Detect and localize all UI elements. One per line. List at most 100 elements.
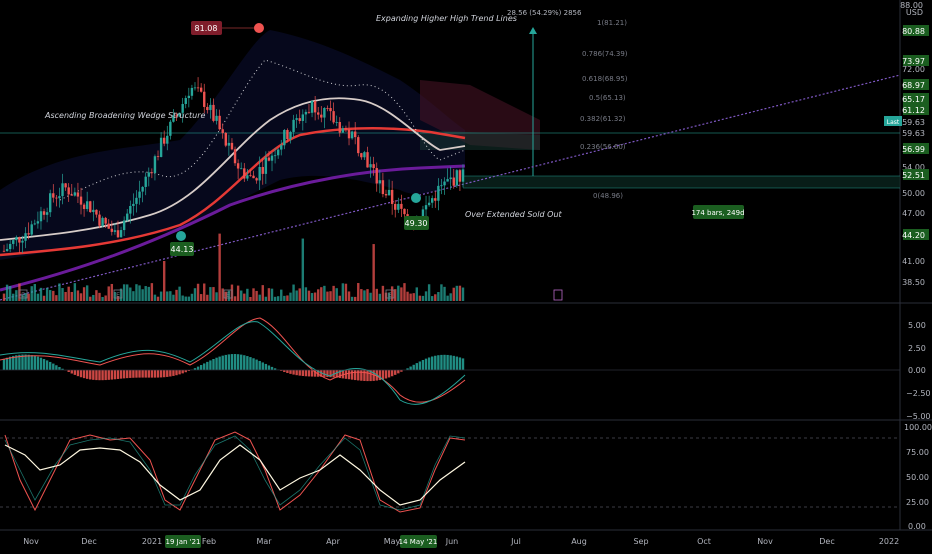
volume-bar — [425, 291, 427, 301]
stoch-tick: 100.00 — [904, 423, 932, 432]
candle — [262, 167, 264, 174]
candle — [46, 212, 48, 215]
macd-histogram-bar — [21, 355, 23, 370]
time-label: 2021 — [142, 537, 162, 546]
volume-bar — [12, 294, 14, 301]
candle — [449, 178, 451, 180]
candle — [218, 116, 220, 129]
macd-histogram-bar — [181, 370, 183, 373]
volume-bar — [403, 283, 405, 301]
candle — [225, 133, 227, 146]
volume-bar — [274, 297, 276, 301]
volume-bar — [181, 296, 183, 301]
price-tick: 41.00 — [902, 257, 925, 266]
candle — [166, 136, 168, 144]
macd-histogram-bar — [148, 370, 150, 378]
wedge-annotation[interactable]: Ascending Broadening Wedge Structure — [44, 111, 206, 120]
macd-histogram-bar — [225, 355, 227, 370]
candle — [18, 237, 20, 242]
macd-histogram-bar — [98, 370, 100, 380]
volume-bar — [317, 289, 319, 301]
macd-histogram-bar — [446, 355, 448, 370]
macd-histogram-bar — [366, 370, 368, 381]
macd-histogram-bar — [397, 370, 399, 373]
volume-bar — [240, 291, 242, 301]
candle — [286, 130, 288, 139]
candle — [188, 96, 190, 98]
sold-out-annotation[interactable]: Over Extended Sold Out — [465, 210, 563, 219]
volume-bar — [345, 284, 347, 301]
price-tick: 50.00 — [902, 189, 925, 198]
price-tick: 44.20 — [902, 231, 925, 240]
candle — [289, 132, 291, 139]
volume-bar — [203, 283, 205, 301]
candle — [80, 197, 82, 205]
macd-histogram-bar — [80, 370, 82, 377]
stoch-tick: 25.00 — [906, 498, 929, 507]
low2-pin-icon — [411, 193, 421, 203]
candle — [268, 158, 270, 161]
volume-bar — [160, 292, 162, 301]
volume-bar — [215, 292, 217, 301]
candle — [252, 176, 254, 178]
volume-bar — [209, 287, 211, 301]
volume-bar — [58, 283, 60, 301]
volume-bar — [308, 291, 310, 301]
price-tick: 72.00 — [902, 65, 925, 74]
volume-bar — [111, 284, 113, 301]
high-label: 81.08 — [195, 24, 218, 33]
candle — [305, 112, 307, 115]
volume-bar — [151, 283, 153, 301]
volume-bar — [163, 261, 165, 301]
volume-bar — [449, 293, 451, 301]
candle — [234, 149, 236, 163]
bars-count-box[interactable]: 174 bars, 249d — [691, 205, 744, 219]
macd-histogram-bar — [160, 370, 162, 377]
volume-bar — [379, 294, 381, 301]
candle — [67, 187, 69, 194]
macd-histogram-bar — [3, 359, 5, 370]
macd-histogram-bar — [456, 357, 458, 370]
volume-bar — [453, 288, 455, 301]
volume-bar — [348, 291, 350, 301]
volume-bar — [299, 288, 301, 301]
volume-bar — [234, 296, 236, 301]
volume-bar — [462, 288, 464, 301]
candle — [314, 101, 316, 112]
macd-histogram-bar — [459, 357, 461, 370]
candle — [462, 169, 464, 181]
fib-level: 0.618(68.95) — [582, 75, 628, 83]
volume-bar — [67, 287, 69, 301]
macd-histogram-bar — [363, 370, 365, 381]
candle — [157, 156, 159, 157]
candle — [255, 178, 257, 180]
candle — [277, 150, 279, 156]
volume-bar — [265, 297, 267, 301]
macd-histogram-bar — [178, 370, 180, 374]
candle — [326, 108, 328, 109]
macd-histogram-bar — [388, 370, 390, 377]
volume-bar — [206, 295, 208, 301]
candle — [117, 230, 119, 237]
price-tick: 56.99 — [902, 145, 925, 154]
candle — [154, 156, 156, 173]
candle — [126, 214, 128, 221]
volume-bar — [456, 286, 458, 301]
low2-label: 49.30 — [405, 219, 428, 228]
candle — [376, 168, 378, 183]
candle — [456, 170, 458, 185]
volume-bar — [197, 284, 199, 301]
macd-histogram-bar — [117, 370, 119, 379]
candle — [138, 192, 140, 198]
volume-bar — [440, 284, 442, 301]
candle — [397, 204, 399, 210]
price-range-box — [463, 176, 900, 188]
candle — [209, 105, 211, 110]
volume-bar — [360, 289, 362, 301]
macd-histogram-bar — [265, 364, 267, 370]
candle — [222, 129, 224, 133]
macd-histogram-bar — [348, 370, 350, 379]
trend-annotation[interactable]: Expanding Higher High Trend Lines — [376, 14, 517, 23]
